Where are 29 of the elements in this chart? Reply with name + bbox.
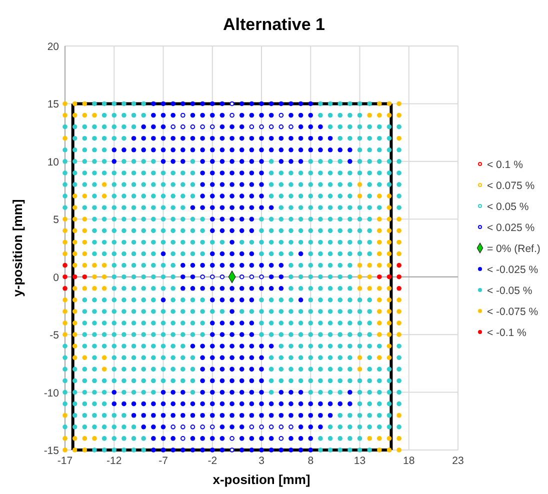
- x-tick-label: 8: [308, 455, 314, 467]
- y-tick-label: 0: [53, 272, 60, 284]
- legend-label: < 0.075 %: [487, 180, 535, 192]
- legend-label: < 0.1 %: [487, 159, 523, 171]
- y-tick-label: 10: [47, 156, 60, 168]
- x-tick-label: 23: [452, 455, 464, 467]
- legend-label: < 0.025 %: [487, 222, 535, 234]
- x-tick-label: -12: [106, 455, 122, 467]
- y-tick-label: -5: [50, 330, 60, 342]
- legend-label: < -0.075 %: [487, 306, 538, 318]
- legend-label: < -0.1 %: [487, 327, 526, 339]
- y-tick-label: 15: [47, 98, 60, 111]
- y-tick-label: 5: [53, 214, 60, 226]
- chart-title: Alternative 1: [222, 15, 326, 34]
- x-axis-title: x-position [mm]: [212, 472, 310, 487]
- x-tick-label: 13: [354, 455, 366, 467]
- legend-label: < 0.05 %: [487, 201, 529, 213]
- y-tick-label: -15: [44, 445, 60, 457]
- legend-label: < -0.025 %: [487, 264, 538, 276]
- x-tick-label: 3: [258, 455, 265, 467]
- legend-label: = 0% (Ref.): [487, 243, 540, 255]
- x-tick-label: -17: [57, 455, 73, 467]
- y-axis-title: y-position [mm]: [10, 199, 25, 297]
- x-tick-label: 18: [403, 455, 415, 467]
- y-tick-label: -10: [44, 387, 60, 400]
- legend-label: < -0.05 %: [487, 285, 532, 297]
- x-tick-label: -2: [208, 455, 218, 467]
- x-tick-label: -7: [158, 455, 168, 467]
- y-tick-label: 20: [47, 41, 60, 53]
